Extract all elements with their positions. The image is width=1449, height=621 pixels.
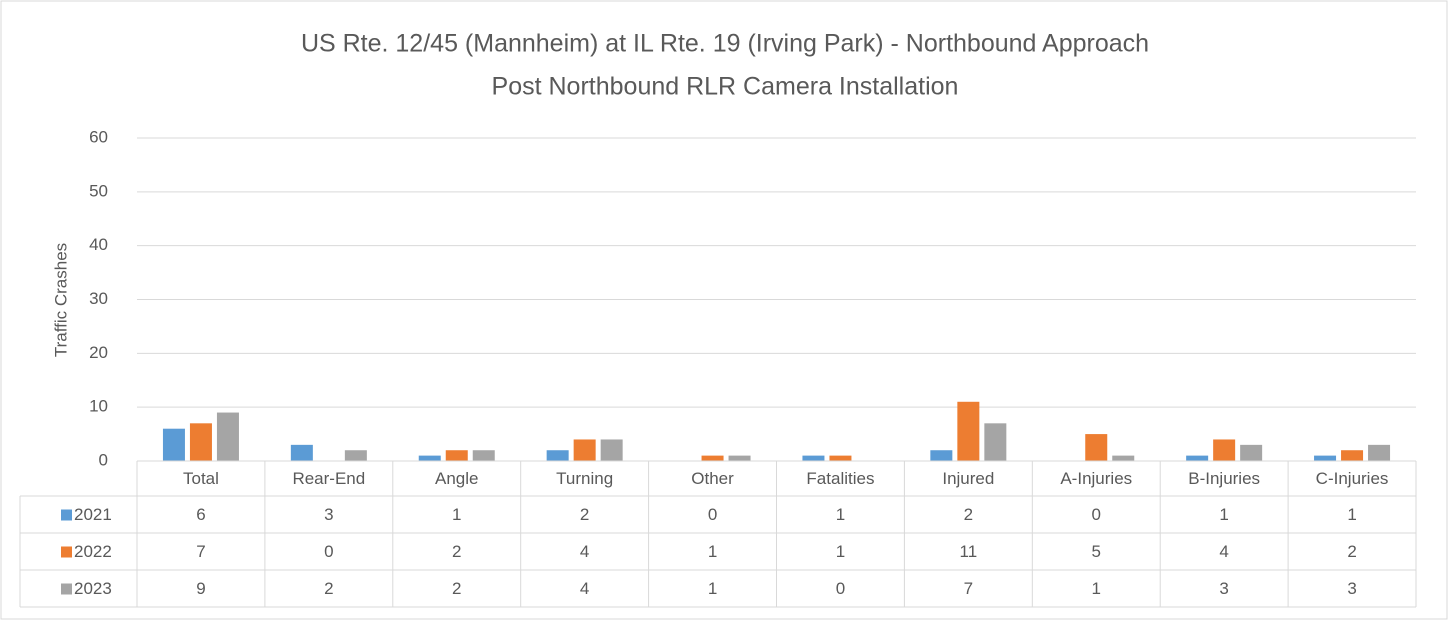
chart-subtitle: Post Northbound RLR Camera Installation [492, 73, 959, 101]
bar [344, 450, 367, 461]
x-tick-label: B-Injuries [1188, 469, 1260, 488]
x-tick-label: Rear-End [292, 469, 365, 488]
table-cell: 0 [324, 542, 333, 561]
bar [1213, 439, 1236, 461]
x-tick-label: Turning [556, 469, 613, 488]
table-cell: 7 [196, 542, 205, 561]
table-cell: 1 [836, 542, 845, 561]
bar [957, 401, 980, 461]
legend-swatch [61, 583, 72, 595]
table-cell: 3 [1347, 579, 1356, 598]
table-cell: 2 [580, 505, 589, 524]
table-cell: 1 [1219, 505, 1228, 524]
bar [418, 455, 441, 461]
y-axis-label: Traffic Crashes [51, 243, 70, 357]
x-tick-label: A-Injuries [1060, 469, 1132, 488]
table-cell: 3 [1219, 579, 1228, 598]
bar [600, 439, 623, 461]
table-cell: 1 [1347, 505, 1356, 524]
y-tick-label: 30 [89, 289, 108, 308]
table-cell: 1 [708, 579, 717, 598]
bar [445, 450, 468, 461]
table-cell: 0 [708, 505, 717, 524]
bar [189, 423, 212, 461]
y-tick-label: 20 [89, 343, 108, 362]
bar [1112, 455, 1135, 461]
table-cell: 7 [964, 579, 973, 598]
table-cell: 1 [708, 542, 717, 561]
table-cell: 4 [1219, 542, 1228, 561]
x-tick-label: Total [183, 469, 219, 488]
legend-swatch [61, 509, 72, 521]
y-tick-label: 10 [89, 397, 108, 416]
table-cell: 1 [1092, 579, 1101, 598]
x-tick-label: C-Injuries [1316, 469, 1389, 488]
bar [1314, 455, 1337, 461]
x-tick-label: Angle [435, 469, 478, 488]
table-cell: 2 [324, 579, 333, 598]
bar [546, 450, 569, 461]
y-tick-label: 60 [89, 127, 108, 146]
y-tick-label: 50 [89, 181, 108, 200]
bar [290, 444, 313, 461]
table-cell: 4 [580, 579, 589, 598]
bar [1240, 444, 1263, 461]
bar [472, 450, 495, 461]
table-cell: 1 [452, 505, 461, 524]
table-cell: 2 [452, 542, 461, 561]
table-cell: 4 [580, 542, 589, 561]
chart-title: US Rte. 12/45 (Mannheim) at IL Rte. 19 (… [301, 30, 1149, 58]
table-cell: 2 [452, 579, 461, 598]
table-cell: 11 [960, 542, 978, 561]
bar [984, 423, 1007, 461]
legend-label: 2022 [74, 542, 112, 561]
bar [1368, 444, 1391, 461]
x-tick-label: Other [691, 469, 734, 488]
bar [829, 455, 852, 461]
table-cell: 3 [324, 505, 333, 524]
bar [802, 455, 825, 461]
table-cell: 6 [196, 505, 205, 524]
x-tick-label: Injured [942, 469, 994, 488]
bar [728, 455, 751, 461]
bar [216, 412, 239, 461]
bar [701, 455, 724, 461]
table-cell: 0 [1092, 505, 1101, 524]
table-cell: 5 [1092, 542, 1101, 561]
table-cell: 2 [964, 505, 973, 524]
legend-label: 2023 [74, 579, 112, 598]
bar [930, 450, 953, 461]
legend-swatch [61, 546, 72, 558]
bar [1341, 450, 1364, 461]
bar [573, 439, 596, 461]
table-cell: 0 [836, 579, 845, 598]
x-tick-label: Fatalities [806, 469, 874, 488]
table-cell: 2 [1347, 542, 1356, 561]
bar [1186, 455, 1209, 461]
y-tick-label: 0 [99, 450, 108, 469]
bar [1085, 434, 1108, 461]
y-tick-label: 40 [89, 235, 108, 254]
legend-label: 2021 [74, 505, 112, 524]
table-cell: 9 [196, 579, 205, 598]
table-cell: 1 [836, 505, 845, 524]
bar [162, 428, 185, 461]
